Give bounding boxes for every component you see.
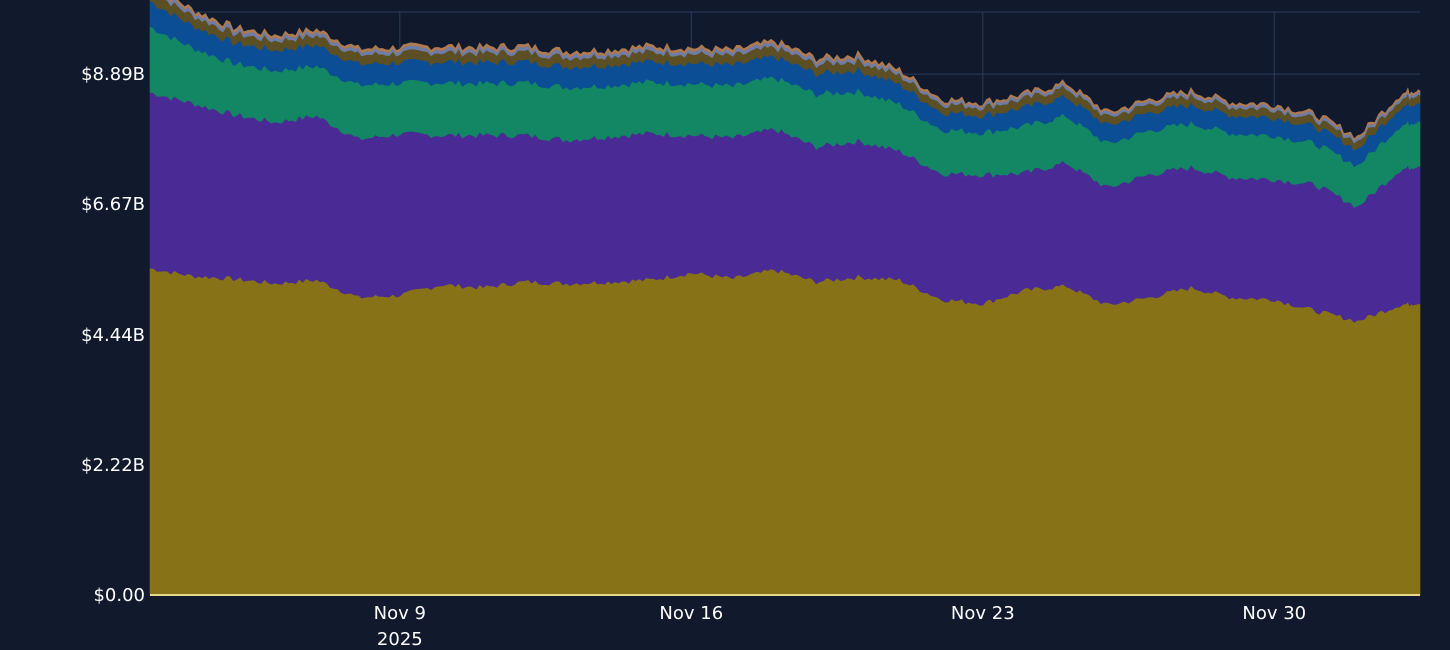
x-tick-label: Nov 9 [374,603,426,624]
y-tick-label: $8.89B [81,64,145,85]
y-tick-label: $2.22B [81,455,145,476]
area-series-7 [169,0,1421,141]
y-tick-label: $0.00 [93,585,145,606]
x-tick-label: Nov 23 [951,603,1015,624]
y-tick-label: $4.44B [81,325,145,346]
x-axis-ticks: Nov 9 2025 Nov 16 Nov 23 Nov 30 [374,603,1306,650]
y-tick-label: $6.67B [81,194,145,215]
area-series-1 [149,267,1421,596]
area-series-group [149,0,1421,596]
x-tick-label: Nov 16 [659,603,723,624]
x-tick-year-label: 2025 [377,629,423,650]
x-tick-label: Nov 30 [1242,603,1306,624]
y-axis-ticks: $0.00 $2.22B $4.44B $6.67B $8.89B [81,64,145,606]
